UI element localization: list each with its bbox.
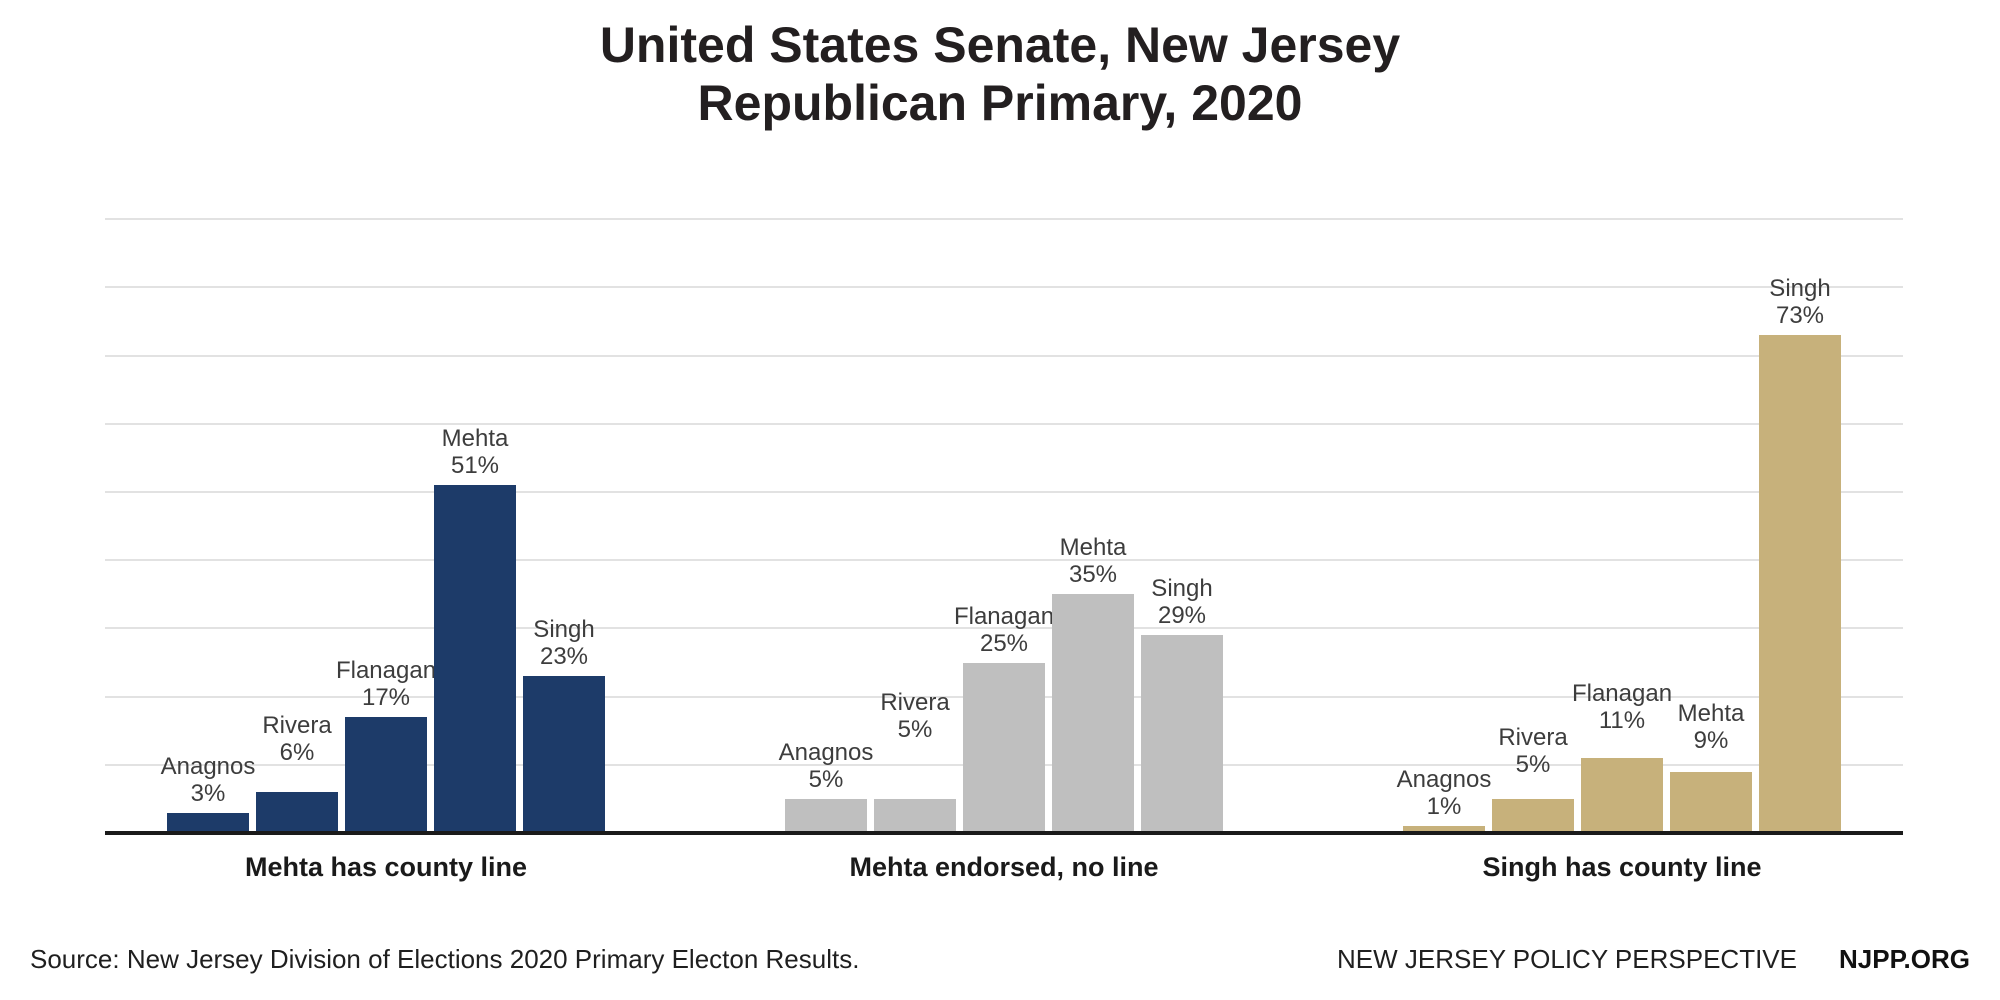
bar-slot-anagnos: Anagnos 5% — [779, 739, 873, 833]
bar-group-2: Anagnos 5% Rivera 5% Flanagan 25% Mehta 35% Sing… — [779, 534, 1223, 833]
bar-mehta — [1670, 771, 1752, 833]
bar-rivera — [1492, 798, 1574, 833]
bar-label-flanagan: Flanagan 17% — [335, 657, 437, 712]
bar-group-1: Anagnos 3% Rivera 6% Flanagan 17% Mehta 51% Sing… — [161, 425, 605, 833]
bar-anagnos — [1403, 826, 1485, 833]
bar-label-mehta: Mehta 35% — [1059, 534, 1127, 589]
bar-label-anagnos: Anagnos 5% — [778, 738, 874, 793]
bar-slot-mehta: Mehta 51% — [434, 425, 516, 833]
footer-branding: NEW JERSEY POLICY PERSPECTIVE NJPP.ORG — [1337, 944, 1970, 975]
bar-label-singh: Singh 73% — [1769, 275, 1831, 330]
bar-mehta — [1052, 594, 1134, 833]
bar-mehta — [434, 485, 516, 833]
bar-rivera — [256, 792, 338, 833]
bar-rivera — [874, 798, 956, 833]
publisher-name: NEW JERSEY POLICY PERSPECTIVE — [1337, 944, 1797, 974]
bars-row: Anagnos 3% Rivera 6% Flanagan 17% Mehta 51% Sing… — [105, 175, 1903, 833]
gridline-80pct — [105, 286, 1903, 289]
bar-label-rivera: Rivera 5% — [880, 688, 950, 743]
bar-anagnos — [785, 798, 867, 833]
bar-label-rivera: Rivera 5% — [1498, 723, 1568, 778]
group-labels-row: Mehta has county line Mehta endorsed, no … — [105, 852, 1903, 883]
gridline-70pct — [105, 354, 1903, 357]
gridline-30pct — [105, 627, 1903, 630]
bar-label-mehta: Mehta 51% — [441, 425, 509, 480]
bar-slot-singh: Singh 29% — [1141, 575, 1223, 833]
bar-label-anagnos: Anagnos 3% — [160, 752, 256, 807]
bar-label-anagnos: Anagnos 1% — [1396, 766, 1492, 821]
bar-slot-anagnos: Anagnos 1% — [1397, 766, 1491, 833]
gridline-40pct — [105, 559, 1903, 562]
plot-area: Anagnos 3% Rivera 6% Flanagan 17% Mehta 51% Sing… — [105, 175, 1903, 833]
chart-title-line1: United States Senate, New Jersey — [599, 17, 1401, 73]
bar-flanagan — [1581, 757, 1663, 833]
bar-label-mehta: Mehta 9% — [1677, 699, 1745, 754]
bar-anagnos — [167, 812, 249, 833]
bar-group-3: Anagnos 1% Rivera 5% Flanagan 11% Mehta 9% Singh… — [1397, 275, 1841, 833]
bar-label-rivera: Rivera 6% — [262, 712, 332, 767]
bar-slot-rivera: Rivera 6% — [256, 712, 338, 833]
chart-title: United States Senate, New Jersey Republi… — [0, 16, 2000, 132]
gridline-50pct — [105, 491, 1903, 493]
gridline-90pct — [105, 218, 1903, 221]
bar-slot-anagnos: Anagnos 3% — [161, 753, 255, 833]
footer: Source: New Jersey Division of Elections… — [30, 944, 1970, 975]
group-label-2: Mehta endorsed, no line — [849, 852, 1159, 882]
bar-label-flanagan: Flanagan 11% — [1571, 679, 1673, 734]
source-note: Source: New Jersey Division of Elections… — [30, 944, 860, 974]
publisher-url: NJPP.ORG — [1838, 944, 1970, 974]
bar-label-flanagan: Flanagan 25% — [953, 602, 1055, 657]
bar-singh — [1141, 635, 1223, 833]
x-axis — [105, 831, 1903, 835]
bar-slot-mehta: Mehta 35% — [1052, 534, 1134, 833]
chart-title-line2: Republican Primary, 2020 — [697, 75, 1303, 131]
bar-slot-singh: Singh 23% — [523, 616, 605, 833]
bar-label-singh: Singh 23% — [533, 616, 595, 671]
bar-singh — [523, 676, 605, 833]
bar-label-singh: Singh 29% — [1151, 575, 1213, 630]
gridline-60pct — [105, 422, 1903, 425]
bar-slot-mehta: Mehta 9% — [1670, 700, 1752, 833]
bar-slot-flanagan: Flanagan 11% — [1572, 680, 1672, 833]
bar-slot-rivera: Rivera 5% — [874, 689, 956, 833]
group-label-3: Singh has county line — [1482, 852, 1762, 882]
bar-flanagan — [963, 662, 1045, 833]
group-label-1: Mehta has county line — [244, 852, 528, 882]
bar-slot-singh: Singh 73% — [1759, 275, 1841, 833]
bar-flanagan — [345, 717, 427, 833]
bar-slot-rivera: Rivera 5% — [1492, 724, 1574, 833]
bar-slot-flanagan: Flanagan 17% — [336, 657, 436, 833]
bar-singh — [1759, 335, 1841, 833]
bar-slot-flanagan: Flanagan 25% — [954, 603, 1054, 833]
